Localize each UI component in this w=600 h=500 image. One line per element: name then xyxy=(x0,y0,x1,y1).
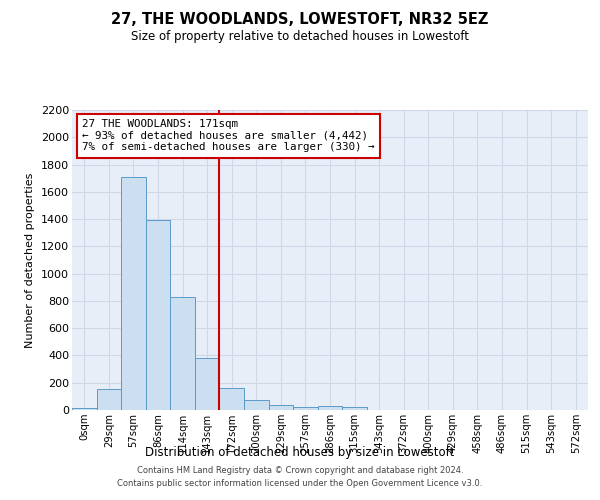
Bar xyxy=(121,177,146,410)
Text: Size of property relative to detached houses in Lowestoft: Size of property relative to detached ho… xyxy=(131,30,469,43)
Bar xyxy=(244,400,269,410)
Bar xyxy=(146,220,170,410)
Bar xyxy=(170,297,195,410)
Text: Distribution of detached houses by size in Lowestoft: Distribution of detached houses by size … xyxy=(145,446,455,459)
Bar xyxy=(72,408,97,410)
Y-axis label: Number of detached properties: Number of detached properties xyxy=(25,172,35,348)
Text: 27, THE WOODLANDS, LOWESTOFT, NR32 5EZ: 27, THE WOODLANDS, LOWESTOFT, NR32 5EZ xyxy=(112,12,488,28)
Text: 27 THE WOODLANDS: 171sqm
← 93% of detached houses are smaller (4,442)
7% of semi: 27 THE WOODLANDS: 171sqm ← 93% of detach… xyxy=(82,119,375,152)
Text: Contains HM Land Registry data © Crown copyright and database right 2024.
Contai: Contains HM Land Registry data © Crown c… xyxy=(118,466,482,487)
Bar xyxy=(342,408,367,410)
Bar xyxy=(318,406,342,410)
Bar xyxy=(220,388,244,410)
Bar xyxy=(293,406,318,410)
Bar xyxy=(195,358,220,410)
Bar xyxy=(269,405,293,410)
Bar xyxy=(97,389,121,410)
